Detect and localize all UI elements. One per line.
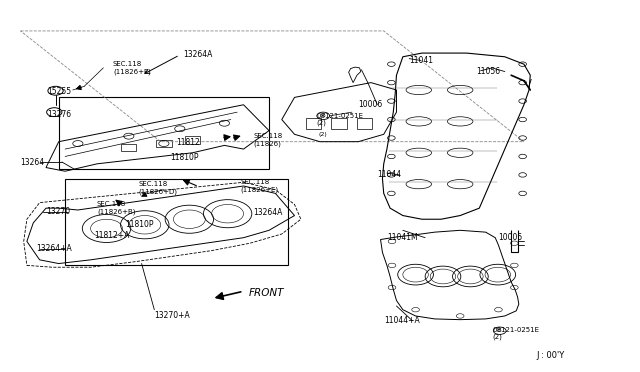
Text: 08121-0251E
(2): 08121-0251E (2) <box>317 113 364 126</box>
Text: SEC.118
(11826+E): SEC.118 (11826+E) <box>241 179 278 193</box>
Text: 11041M: 11041M <box>387 233 417 242</box>
Text: 11056: 11056 <box>476 67 500 76</box>
Text: 11812+A: 11812+A <box>94 231 129 240</box>
Bar <box>121 144 136 151</box>
Bar <box>306 118 321 129</box>
Text: 11812: 11812 <box>177 138 200 147</box>
Text: 13264A: 13264A <box>253 208 282 217</box>
Text: B: B <box>321 113 325 118</box>
Text: 11041: 11041 <box>409 56 433 65</box>
Text: 10006: 10006 <box>358 100 383 109</box>
Bar <box>357 118 372 129</box>
Text: 11810P: 11810P <box>170 153 199 162</box>
Text: 13264+A: 13264+A <box>36 244 72 253</box>
Text: 15255: 15255 <box>47 87 72 96</box>
Text: /: / <box>529 80 532 89</box>
Text: J : 00'Y: J : 00'Y <box>537 351 565 360</box>
Bar <box>332 118 347 129</box>
Text: 13264A: 13264A <box>183 51 212 60</box>
Bar <box>185 136 200 144</box>
Text: 13270+A: 13270+A <box>154 311 190 320</box>
Bar <box>156 140 172 147</box>
Text: (2): (2) <box>319 132 328 137</box>
Text: 11044+A: 11044+A <box>384 316 419 325</box>
Text: 11044: 11044 <box>378 170 401 179</box>
Text: 13276: 13276 <box>47 109 72 119</box>
Text: SEC.118
(11826+F): SEC.118 (11826+F) <box>113 61 150 75</box>
Text: 13270: 13270 <box>46 207 70 217</box>
Text: 11810P: 11810P <box>125 220 154 229</box>
Text: SEC.118
(11826+B): SEC.118 (11826+B) <box>97 201 136 215</box>
Text: SEC.118
(11826): SEC.118 (11826) <box>253 133 282 147</box>
Text: SEC.118
(11826+D): SEC.118 (11826+D) <box>138 181 177 195</box>
Text: B: B <box>498 328 502 333</box>
Text: 10005: 10005 <box>499 233 523 242</box>
Text: 08121-0251E
(2): 08121-0251E (2) <box>492 327 539 340</box>
Text: 13264: 13264 <box>20 157 45 167</box>
Text: FRONT: FRONT <box>248 288 284 298</box>
